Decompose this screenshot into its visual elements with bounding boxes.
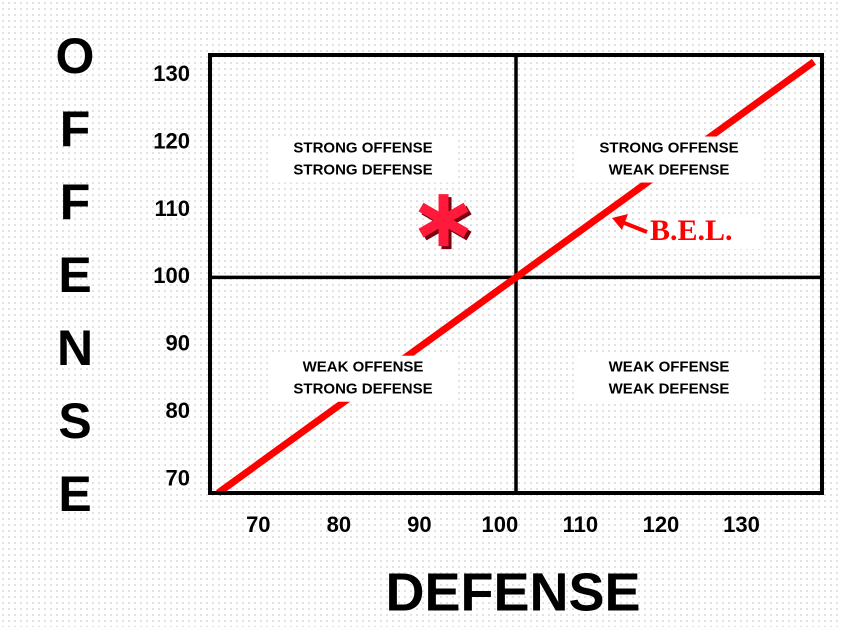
x-tick-label: 90 [407, 512, 431, 537]
y-tick-label: 110 [155, 196, 191, 221]
x-tick-label: 120 [643, 512, 680, 537]
asterisk [418, 194, 469, 247]
label-background [271, 355, 455, 402]
y-tick-label: 90 [166, 331, 190, 356]
quadrant-label: STRONG DEFENSE [293, 161, 432, 178]
x-tick-label: 80 [327, 512, 351, 537]
bel-line [216, 58, 816, 496]
quadrant-label: WEAK OFFENSE [609, 359, 730, 376]
y-tick-label: 80 [166, 398, 190, 423]
annotation-arrow [621, 220, 648, 234]
quadrant-label: STRONG OFFENSE [599, 139, 738, 156]
bel-label: B.E.L. [650, 214, 733, 247]
x-axis-label: DEFENSE [385, 562, 640, 622]
plot-frame [208, 53, 824, 495]
y-tick-label: 130 [153, 61, 190, 86]
quadrant-label: WEAK DEFENSE [609, 161, 730, 178]
quadrant-label: STRONG OFFENSE [293, 139, 432, 156]
quadrant-label: WEAK OFFENSE [303, 359, 424, 376]
y-axis-label: OFFENSE [47, 28, 103, 539]
label-background [577, 136, 761, 183]
x-tick-label: 110 [563, 512, 599, 537]
y-tick-label: 100 [153, 263, 190, 288]
quadrant-label: WEAK DEFENSE [609, 381, 730, 398]
x-tick-label: 130 [723, 512, 760, 537]
annotation-arrowhead [612, 214, 628, 230]
y-tick-label: 70 [166, 465, 190, 490]
x-tick-label: 100 [482, 512, 519, 537]
x-tick-label: 70 [246, 512, 270, 537]
quadrant-label: STRONG DEFENSE [293, 381, 432, 398]
label-background [271, 136, 455, 183]
label-background [577, 355, 761, 402]
y-tick-label: 120 [153, 128, 190, 153]
annotation-background [646, 215, 764, 249]
